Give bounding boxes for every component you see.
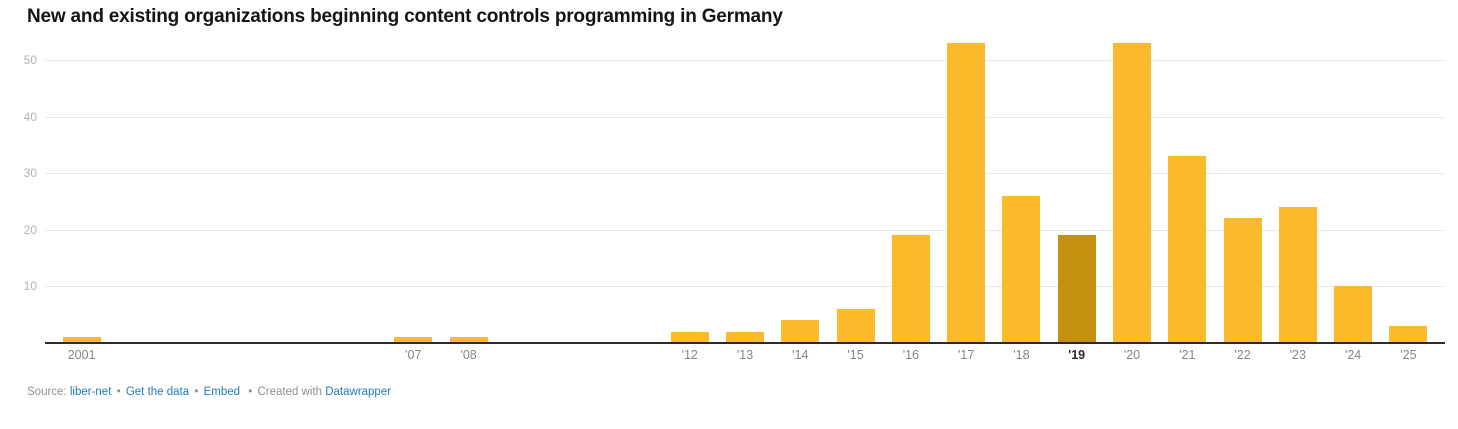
separator-dot: • [116, 386, 121, 398]
x-tick-label-2006 [330, 348, 385, 362]
bar-slot-2007 [386, 60, 441, 343]
x-tick-label-2022: '22 [1234, 348, 1251, 362]
bar-2001[interactable] [62, 337, 101, 343]
x-tick-label-2014: '14 [792, 348, 809, 362]
chart-footer: Source: liber-net • Get the data • Embed… [27, 386, 391, 398]
separator-dot: • [248, 386, 253, 398]
y-tick-label-40: 40 [23, 109, 37, 124]
bar-2019[interactable] [1057, 235, 1096, 343]
bar-slot-2012 [662, 60, 717, 343]
x-axis-line [45, 342, 1445, 344]
bar-2025[interactable] [1389, 326, 1428, 343]
bar-slot-2005 [275, 60, 330, 343]
x-tick-label-2016: '16 [902, 348, 919, 362]
bar-2016[interactable] [891, 235, 930, 343]
bar-slot-2004 [220, 60, 275, 343]
bar-slot-2008 [441, 60, 496, 343]
bar-slot-2017 [939, 43, 994, 343]
x-tick-label-2020: '20 [1123, 348, 1141, 362]
bar-slot-2022 [1215, 60, 1270, 343]
bar-slot-2002 [109, 60, 164, 343]
x-tick-label-2011 [607, 348, 662, 362]
bar-slot-2013 [717, 60, 772, 343]
x-axis-labels: 2001 '07 '08 '12 '13 '14 '15 '16 '17 '18 '19 '20 '21… [45, 348, 1445, 362]
bar-2013[interactable] [726, 331, 765, 343]
x-tick-label-2008: '08 [460, 348, 477, 362]
y-tick-label-50: 50 [23, 53, 37, 67]
bar-2007[interactable] [394, 337, 433, 343]
bar-slot-2006 [330, 60, 385, 343]
created-with-label: Created with [257, 386, 323, 398]
chart-title: New and existing organizations beginning… [27, 6, 783, 27]
gridline-20 [45, 229, 1445, 231]
x-tick-label-2004 [220, 348, 275, 362]
plot-area: 10 20 30 40 50 [24, 43, 1445, 344]
bar-2024[interactable] [1334, 286, 1373, 343]
bar-2015[interactable] [836, 309, 875, 343]
bar-2021[interactable] [1168, 156, 1207, 343]
x-tick-label-2010 [552, 348, 607, 362]
x-tick-label-2001: 2001 [67, 348, 96, 362]
bar-2020[interactable] [1112, 43, 1151, 343]
x-tick-label-2021: '21 [1179, 348, 1196, 362]
bar-2018[interactable] [1002, 195, 1041, 343]
datawrapper-link[interactable]: Datawrapper [325, 386, 392, 398]
bar-slot-2001 [54, 60, 109, 343]
y-tick-label-10: 10 [23, 279, 37, 294]
y-tick-label-20: 20 [23, 222, 37, 237]
source-link[interactable]: liber-net [69, 386, 112, 398]
bar-slot-2020 [1104, 43, 1159, 343]
bar-slot-2018 [994, 60, 1049, 343]
source-label: Source: [27, 386, 67, 398]
gridline-10 [45, 286, 1445, 288]
gridline-50 [45, 60, 1445, 61]
x-tick-label-2003 [165, 348, 220, 362]
bars-row [45, 43, 1445, 343]
x-tick-label-2009 [496, 348, 551, 362]
bar-slot-2019 [1049, 60, 1104, 343]
bar-2023[interactable] [1278, 207, 1317, 343]
x-tick-label-2007: '07 [405, 348, 422, 362]
bar-slot-2021 [1160, 60, 1215, 343]
x-tick-label-2025: '25 [1400, 348, 1417, 362]
x-tick-label-2013: '13 [736, 348, 754, 362]
gridline-30 [45, 173, 1445, 175]
bar-slot-2011 [607, 60, 662, 343]
bar-slot-2003 [165, 60, 220, 343]
bar-2008[interactable] [449, 337, 488, 343]
bar-slot-2010 [552, 60, 607, 343]
bar-2017[interactable] [947, 43, 986, 343]
bar-2014[interactable] [781, 320, 820, 343]
embed-link[interactable]: Embed [203, 386, 241, 398]
bar-2022[interactable] [1223, 218, 1262, 343]
gridline-40 [45, 116, 1445, 118]
x-tick-label-2002 [109, 348, 164, 362]
bar-slot-2009 [496, 60, 551, 343]
x-tick-label-2017: '17 [957, 348, 975, 362]
x-tick-label-2023: '23 [1289, 348, 1306, 362]
x-tick-label-2005 [275, 348, 330, 362]
bar-slot-2025 [1381, 60, 1436, 343]
x-tick-label-2015: '15 [847, 348, 864, 362]
bar-slot-2014 [773, 60, 828, 343]
bar-slot-2023 [1270, 60, 1325, 343]
bar-slot-2016 [883, 60, 938, 343]
x-tick-label-2024: '24 [1344, 348, 1362, 362]
get-data-link[interactable]: Get the data [125, 386, 190, 398]
bar-slot-2015 [828, 60, 883, 343]
bar-2012[interactable] [670, 331, 709, 343]
x-tick-label-2018: '18 [1013, 348, 1030, 362]
separator-dot: • [194, 386, 199, 398]
bar-slot-2024 [1325, 60, 1380, 343]
x-tick-label-2012: '12 [681, 348, 698, 362]
x-tick-label-2019: '19 [1068, 348, 1086, 362]
y-tick-label-30: 30 [23, 166, 37, 181]
